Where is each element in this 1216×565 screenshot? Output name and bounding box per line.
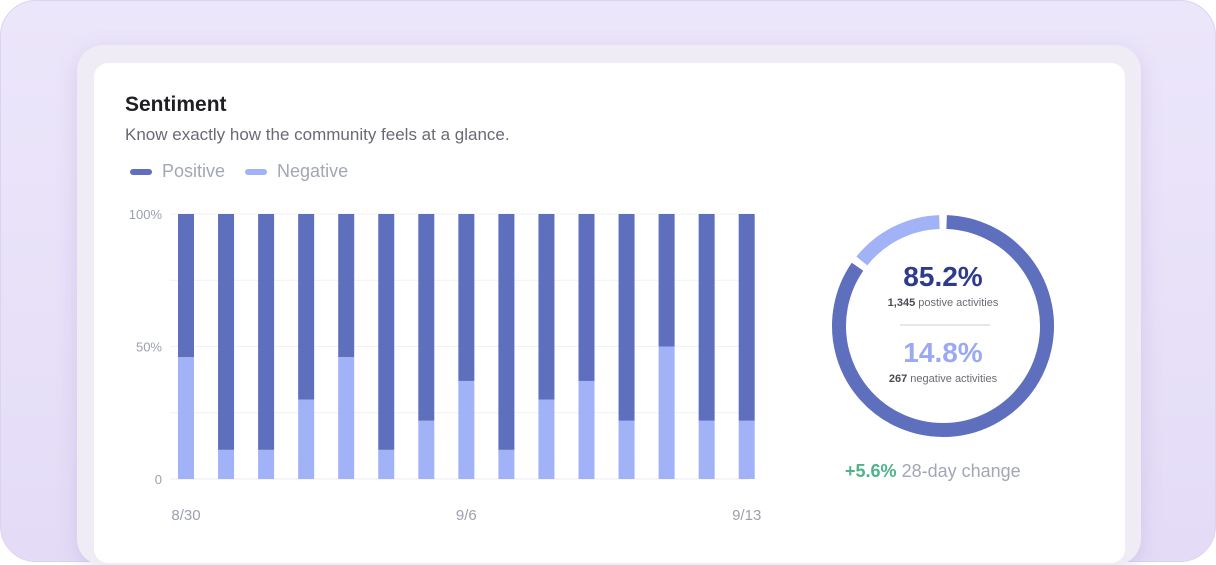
- card-subtitle: Know exactly how the community feels at …: [125, 125, 510, 144]
- negative-count: 267: [888, 373, 908, 385]
- bar-positive: [458, 214, 475, 381]
- donut-ring: [832, 215, 1055, 437]
- bar-negative: [378, 449, 395, 479]
- change-summary: +5.6% 28-day change: [845, 461, 1021, 482]
- bar-positive: [418, 214, 435, 421]
- donut-slice-negative: [856, 215, 940, 266]
- bar-positive: [698, 214, 715, 421]
- bar-positive: [338, 214, 355, 358]
- y-tick-label: 0: [155, 472, 162, 487]
- bar-negative: [458, 380, 475, 479]
- bar-positive: [738, 214, 755, 421]
- bar-negative: [258, 449, 275, 479]
- legend-item-positive: Positive: [130, 161, 225, 182]
- bar-negative: [738, 420, 755, 479]
- legend-swatch-positive: [130, 168, 152, 175]
- legend-item-negative: Negative: [245, 161, 348, 182]
- bar-positive: [618, 214, 635, 421]
- x-tick-label: 9/13: [732, 507, 761, 524]
- bar-positive: [658, 214, 675, 347]
- y-tick-label: 100%: [129, 207, 163, 222]
- bar-positive: [178, 214, 194, 358]
- donut-slice-positive: [832, 215, 1055, 437]
- bar-positive: [218, 214, 235, 450]
- y-tick-label: 50%: [136, 340, 162, 355]
- bar-negative: [618, 420, 635, 479]
- negative-activities: 267 negative activities: [830, 373, 1056, 385]
- sentiment-bar-chart: 0 50% 100% 8/30 9/6 9/13: [129, 207, 762, 524]
- bar-negative: [338, 357, 355, 479]
- bar-negative: [298, 399, 315, 479]
- legend-label-positive: Positive: [162, 161, 226, 181]
- chart-legend: Positive Negative: [130, 161, 368, 182]
- legend-label-negative: Negative: [277, 161, 349, 181]
- bar-positive: [258, 214, 275, 450]
- bar-positive: [538, 214, 555, 400]
- donut-divider: [900, 324, 990, 326]
- card-title: Sentiment: [125, 93, 227, 116]
- bar-negative: [218, 449, 235, 479]
- negative-activities-label: negative activities: [910, 373, 998, 385]
- x-tick-label: 9/6: [456, 507, 477, 524]
- bar-negative: [578, 380, 595, 479]
- bar-negative: [658, 346, 675, 479]
- negative-percentage: 14.8%: [903, 337, 983, 368]
- positive-count: 1,345: [887, 297, 916, 309]
- bar-negative: [538, 399, 555, 479]
- positive-percentage: 85.2%: [903, 261, 983, 292]
- change-label: 28-day change: [901, 461, 1021, 481]
- bar-negative: [178, 357, 194, 479]
- legend-swatch-negative: [245, 168, 268, 175]
- x-tick-label: 8/30: [171, 507, 200, 524]
- change-value: +5.6%: [845, 461, 897, 481]
- bar-negative: [698, 420, 715, 479]
- bar-negative: [498, 449, 515, 479]
- bar-positive: [298, 214, 315, 400]
- bar-negative: [418, 420, 435, 479]
- bar-positive: [578, 214, 595, 381]
- positive-activities: 1,345 postive activities: [830, 297, 1056, 309]
- bar-positive: [498, 214, 515, 450]
- positive-activities-label: postive activities: [918, 297, 999, 309]
- bar-positive: [378, 214, 395, 450]
- sentiment-donut: 85.2% 1,345 postive activities 14.8% 267…: [830, 213, 1056, 439]
